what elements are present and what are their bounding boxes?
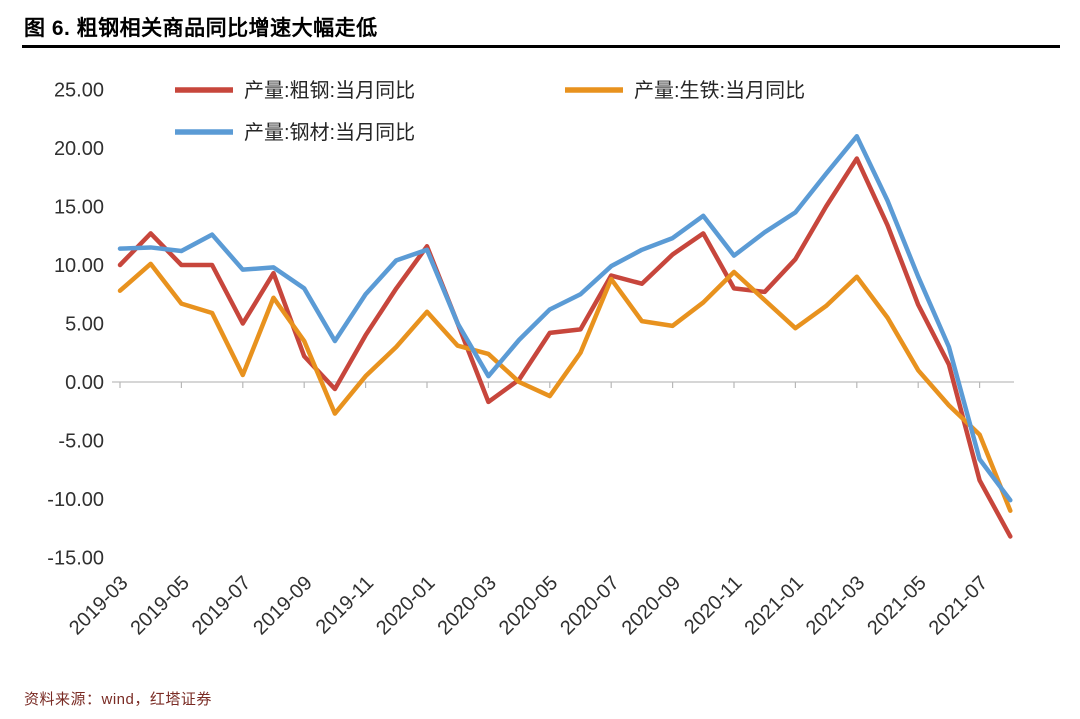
x-axis-label: 2019-09 [249,572,316,639]
x-axis-label: 2019-11 [312,572,378,638]
legend-label-1: 产量:生铁:当月同比 [634,79,805,102]
source-note: 资料来源：wind，红塔证券 [24,691,212,708]
y-axis-label: 0.00 [65,372,104,394]
x-axis-label: 2020-05 [495,572,562,639]
line-chart: 25.00 20.00 15.00 10.00 5.00 0.00 -5.00 -10.00 -… [47,79,1014,639]
y-axis-label: 15.00 [54,197,104,219]
x-axis-label: 2020-09 [618,572,685,639]
legend-label-0: 产量:粗钢:当月同比 [244,79,415,102]
x-axis-label: 2021-07 [925,572,992,639]
y-axis-label: -10.00 [47,489,104,511]
y-axis-label: 5.00 [65,314,104,336]
x-axis-label: 2021-05 [863,572,930,639]
series-line-2 [117,134,1013,503]
x-axis-label: 2020-07 [556,572,623,639]
x-axis-label: 2020-01 [372,572,439,639]
x-axis-label: 2020-03 [433,572,500,639]
series-line-0 [117,156,1013,539]
series-line-1 [117,261,1013,513]
figure-title: 图 6. 粗钢相关商品同比增速大幅走低 [24,17,378,40]
x-axis-label: 2021-03 [802,572,869,639]
y-axis-label: 10.00 [54,255,104,277]
y-axis-label: 20.00 [54,138,104,160]
x-axis-label: 2019-03 [65,572,132,639]
x-axis-label: 2019-07 [188,572,255,639]
y-axis-label: 25.00 [54,80,104,102]
y-axis-label: -15.00 [47,548,104,570]
legend-label-2: 产量:钢材:当月同比 [244,121,415,144]
title-underline [22,45,1060,48]
y-axis-label: -5.00 [58,431,104,453]
x-axis-label: 2020-11 [680,572,746,638]
x-axis-label: 2021-01 [740,572,807,639]
x-axis-label: 2019-05 [126,572,193,639]
